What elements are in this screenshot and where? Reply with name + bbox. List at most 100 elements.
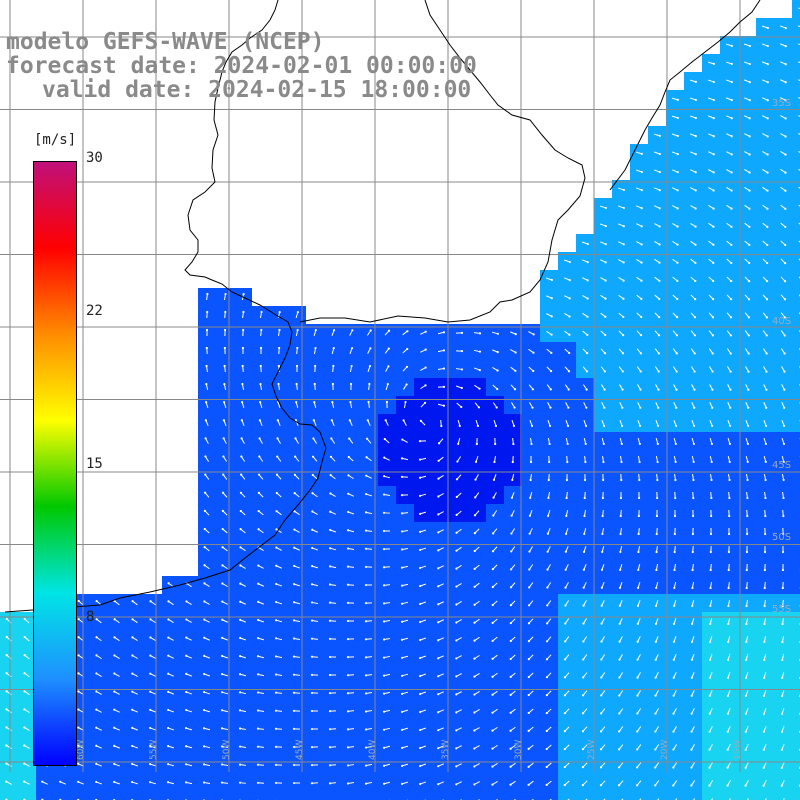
wind-arrow-head [204, 473, 207, 476]
wind-arrow-head [674, 424, 678, 427]
wind-arrow-head [296, 346, 299, 350]
wind-arrow-head [727, 586, 730, 590]
wind-arrow-head [424, 330, 427, 333]
wind-arrow-head [657, 352, 660, 355]
field-cell [792, 774, 800, 792]
wind-arrow-head [292, 745, 296, 749]
wind-arrow-head [527, 604, 531, 607]
latitude-label: 45S [772, 460, 791, 471]
wind-arrow-head [205, 346, 208, 350]
wind-arrow-head [310, 745, 314, 749]
wind-arrow-head [622, 261, 625, 264]
wind-arrow-head [654, 604, 658, 607]
wind-arrow-head [655, 586, 658, 590]
wind-arrow-head [382, 728, 386, 731]
wind-arrow-head [654, 622, 658, 625]
wind-arrow-head [655, 550, 658, 554]
wind-arrow-head [636, 748, 639, 751]
wind-arrow-head [423, 401, 427, 404]
wind-arrow-head [509, 675, 512, 678]
field-cell [792, 180, 800, 198]
wind-arrow-head [694, 225, 697, 228]
wind-arrow-head [673, 550, 676, 554]
wind-arrow-head [167, 726, 170, 730]
wind-arrow-head [276, 437, 279, 440]
wind-arrow-head [546, 622, 549, 625]
wind-arrow-head [674, 478, 677, 482]
wind-arrow-head [676, 171, 679, 174]
wind-arrow-head [747, 334, 750, 337]
wind-arrow-head [368, 382, 371, 386]
wind-arrow-head [765, 316, 768, 319]
wind-arrow-head [5, 726, 8, 729]
wind-arrow-head [310, 673, 314, 676]
field-cell [648, 792, 666, 800]
longitude-label: 40W [368, 740, 378, 760]
wind-arrow-head [746, 496, 749, 500]
wind-arrow-head [763, 550, 767, 554]
wind-arrow-head [492, 514, 495, 517]
field-cell [792, 234, 800, 252]
coastline [4, 0, 327, 613]
wind-arrow-head [406, 330, 409, 333]
wind-arrow-head [382, 620, 386, 623]
wind-arrow-head [185, 618, 188, 621]
wind-arrow-head [364, 638, 368, 641]
wind-arrow-head [730, 153, 733, 156]
wind-arrow-head [131, 618, 134, 621]
wind-arrow-head [473, 531, 476, 535]
wind-arrow-head [364, 764, 368, 767]
field-cell [792, 378, 800, 396]
wind-arrow-head [547, 478, 550, 482]
wind-arrow-head [622, 279, 625, 282]
wind-arrow-head [784, 81, 787, 84]
wind-arrow-head [314, 346, 317, 350]
wind-arrow-head [602, 460, 605, 464]
wind-arrow-head [312, 437, 315, 440]
wind-arrow-head [691, 622, 694, 625]
wind-arrow-head [328, 583, 332, 586]
wind-arrow-head [41, 780, 44, 783]
wind-arrow-head [584, 442, 587, 446]
wind-arrow-head [496, 351, 499, 354]
wind-arrow-head [712, 171, 715, 174]
wind-arrow-head [477, 406, 480, 409]
wind-arrow-head [346, 710, 350, 713]
wind-arrow-head [294, 437, 297, 440]
wind-arrow-head [618, 730, 621, 733]
wind-arrow-head [709, 532, 713, 536]
wind-arrow-head [149, 690, 152, 693]
wind-arrow-head [203, 491, 207, 494]
wind-arrow-head [567, 370, 571, 373]
wind-arrow-head [784, 153, 787, 156]
wind-arrow-head [674, 460, 677, 464]
wind-arrow-head [275, 473, 279, 476]
wind-arrow-head [293, 528, 296, 531]
wind-arrow-head [437, 603, 440, 606]
wind-arrow-head [474, 478, 477, 481]
wind-arrow-head [509, 711, 512, 714]
wind-arrow-head [640, 261, 643, 264]
wind-arrow-head [566, 442, 569, 446]
wind-arrow-head [491, 747, 494, 750]
wind-arrow-head [311, 546, 314, 550]
wind-arrow-head [729, 352, 732, 355]
wind-arrow-head [113, 726, 116, 729]
longitude-label: 20W [660, 740, 670, 760]
wind-arrow-head [310, 727, 314, 731]
wind-arrow-head [712, 153, 715, 156]
wind-arrow-head [784, 99, 787, 102]
wind-arrow-head [382, 511, 386, 514]
colorbar-unit-label: [m/s] [34, 132, 77, 148]
wind-arrow-head [675, 370, 678, 373]
wind-arrow-head [221, 546, 224, 549]
wind-arrow-head [564, 604, 567, 607]
wind-arrow-head [763, 658, 766, 662]
wind-arrow-head [762, 730, 766, 733]
wind-arrow-head [676, 98, 679, 101]
wind-arrow-head [509, 604, 513, 607]
wind-arrow-head [782, 442, 786, 445]
wind-arrow-head [382, 782, 386, 785]
wind-arrow-head [781, 604, 784, 608]
